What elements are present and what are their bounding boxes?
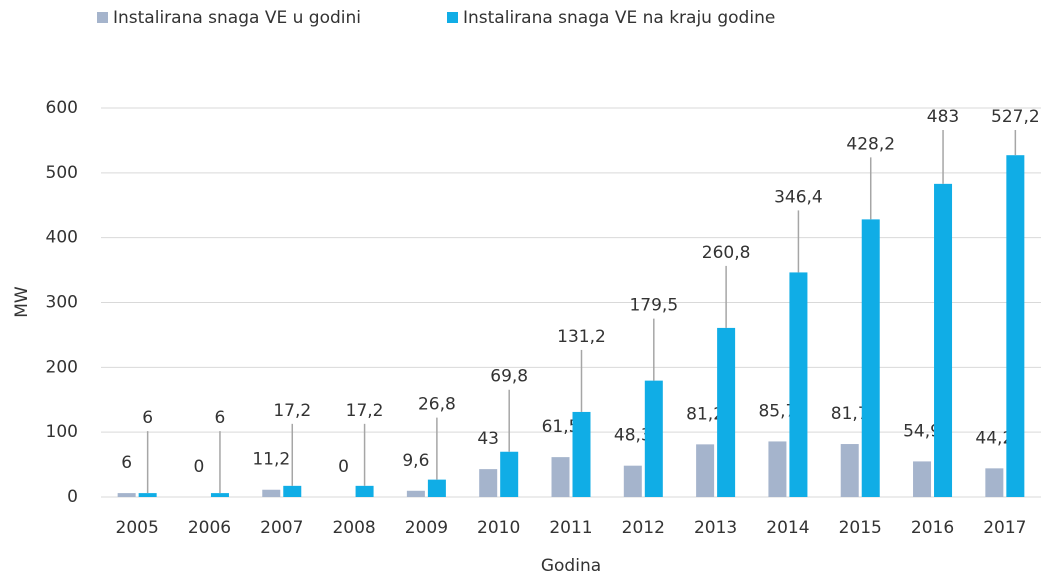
bar xyxy=(644,380,663,497)
y-tick-label: 500 xyxy=(46,163,78,183)
x-tick-label: 2008 xyxy=(332,518,375,538)
legend-swatch xyxy=(447,12,458,23)
data-label: 54,9 xyxy=(903,421,941,441)
data-label: 17,2 xyxy=(346,401,384,421)
bar xyxy=(768,441,787,497)
bar xyxy=(551,457,570,497)
bar xyxy=(789,272,808,497)
bar xyxy=(479,469,498,497)
y-tick-label: 400 xyxy=(46,228,78,248)
data-label: 6 xyxy=(215,408,226,428)
legend-swatch xyxy=(97,12,108,23)
x-axis-label: Godina xyxy=(541,556,601,576)
y-tick-label: 100 xyxy=(46,422,78,442)
bar xyxy=(117,493,136,497)
bar xyxy=(427,479,446,497)
x-tick-label: 2015 xyxy=(839,518,882,538)
y-axis-label: MW xyxy=(12,286,32,318)
data-label: 48,3 xyxy=(614,426,652,446)
data-label: 346,4 xyxy=(774,187,823,207)
data-label: 6 xyxy=(142,408,153,428)
data-label: 179,5 xyxy=(629,296,678,316)
bar xyxy=(623,465,642,497)
bar xyxy=(572,411,591,497)
x-tick-label: 2014 xyxy=(766,518,809,538)
data-label: 11,2 xyxy=(252,450,290,470)
data-label: 6 xyxy=(121,453,132,473)
y-tick-label: 600 xyxy=(46,98,78,118)
data-label: 44,2 xyxy=(975,428,1013,448)
y-tick-label: 300 xyxy=(46,293,78,313)
data-label: 85,7 xyxy=(758,401,796,421)
x-tick-label: 2009 xyxy=(405,518,448,538)
data-label: 527,2 xyxy=(991,107,1040,127)
bar xyxy=(840,444,859,497)
data-label: 81,7 xyxy=(831,404,869,424)
data-label: 61,5 xyxy=(542,417,580,437)
data-label: 0 xyxy=(194,457,205,477)
data-label: 260,8 xyxy=(702,243,751,263)
bar xyxy=(210,493,229,497)
data-label: 81,2 xyxy=(686,404,724,424)
x-tick-label: 2005 xyxy=(116,518,159,538)
x-tick-label: 2013 xyxy=(694,518,737,538)
x-tick-label: 2010 xyxy=(477,518,520,538)
data-label: 0 xyxy=(338,457,349,477)
x-tick-label: 2012 xyxy=(622,518,665,538)
bar xyxy=(406,490,425,497)
data-label: 69,8 xyxy=(490,367,528,387)
bar xyxy=(262,489,281,497)
bar xyxy=(717,327,736,497)
x-tick-label: 2011 xyxy=(549,518,592,538)
data-label: 428,2 xyxy=(846,134,895,154)
x-tick-label: 2007 xyxy=(260,518,303,538)
data-label: 26,8 xyxy=(418,395,456,415)
bar xyxy=(283,485,302,497)
data-label: 43 xyxy=(477,429,499,449)
bar xyxy=(934,183,953,498)
x-tick-label: 2016 xyxy=(911,518,954,538)
bar xyxy=(913,461,932,497)
bar xyxy=(861,219,880,497)
bar xyxy=(138,493,157,497)
x-tick-label: 2006 xyxy=(188,518,231,538)
y-tick-label: 0 xyxy=(67,487,78,507)
y-tick-label: 200 xyxy=(46,357,78,377)
data-label: 17,2 xyxy=(273,401,311,421)
bar xyxy=(355,485,374,497)
legend-label: Instalirana snaga VE na kraju godine xyxy=(463,8,775,28)
data-label: 9,6 xyxy=(402,451,429,471)
legend-label: Instalirana snaga VE u godini xyxy=(113,8,361,28)
bar xyxy=(500,451,519,497)
data-label: 483 xyxy=(927,107,959,127)
data-label: 131,2 xyxy=(557,327,606,347)
x-tick-label: 2017 xyxy=(983,518,1026,538)
bar xyxy=(985,468,1004,497)
bar xyxy=(1006,155,1025,497)
bar xyxy=(696,444,715,497)
